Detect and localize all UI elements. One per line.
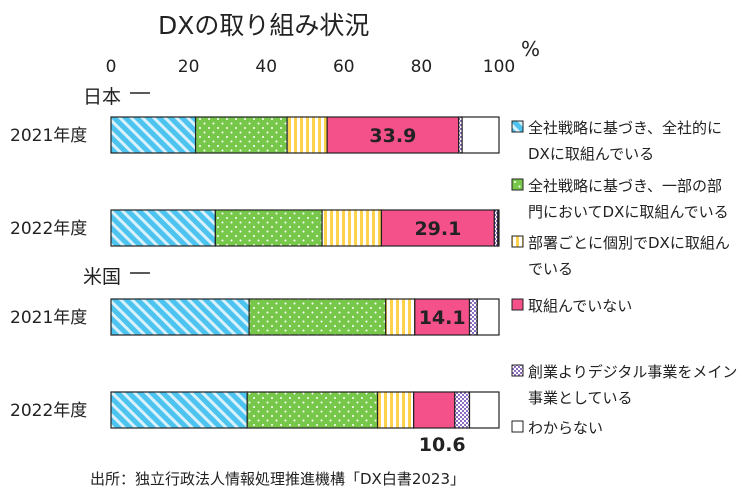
legend-swatch	[511, 178, 524, 191]
legend-label: わからない	[528, 419, 603, 437]
legend-swatch	[511, 420, 524, 433]
bar-segment	[461, 116, 500, 154]
legend-swatch	[511, 364, 524, 377]
bar-segment	[110, 298, 250, 336]
bar-segment	[248, 298, 387, 336]
bar-segment	[476, 298, 500, 336]
legend: 全社戦略に基づき、全社的に DXに取組んでいる全社戦略に基づき、一部の部門において…	[511, 119, 737, 437]
x-tick-label: 60	[333, 57, 355, 77]
legend-label: 取組んでいない	[528, 297, 632, 315]
data-label: 10.6	[419, 434, 466, 456]
legend-label: 全社戦略に基づき、全社的に	[528, 119, 722, 137]
bars: 33.9 29.1 14.1 10.6	[110, 116, 500, 456]
bar-segment	[454, 391, 471, 429]
x-tick-label: 0	[106, 57, 117, 77]
source-note: 出所：独立行政法人情報処理推進機構「DX白書2023」	[90, 470, 465, 488]
bar-segment	[376, 391, 415, 429]
data-label: 14.1	[419, 307, 466, 329]
bar-segment	[468, 298, 478, 336]
legend-label: 創業よりデジタル事業をメイン	[528, 363, 737, 381]
legend-label: でいる	[528, 260, 573, 278]
bar-segment	[321, 209, 383, 247]
x-tick-label: 80	[411, 57, 433, 77]
category-label: 2021年度	[10, 126, 87, 146]
legend-label: 事業としている	[528, 389, 633, 407]
legend-swatch	[511, 298, 524, 311]
bar-segment	[246, 391, 379, 429]
x-tick-label: 20	[178, 57, 200, 77]
category-label: 2021年度	[10, 308, 87, 328]
bar-segment	[286, 116, 328, 154]
x-axis-ticks: 0 20 40 60 80 100	[106, 57, 516, 77]
legend-label: 部署ごとに個別でDXに取組ん	[528, 234, 730, 252]
bar-segment	[194, 116, 288, 154]
group-label: 日本	[83, 86, 121, 108]
data-label: 29.1	[414, 218, 461, 240]
x-tick-label: 40	[255, 57, 277, 77]
legend-label: 全社戦略に基づき、一部の部	[528, 177, 722, 195]
category-label: 2022年度	[10, 401, 87, 421]
unit-label: %	[521, 37, 540, 61]
chart-title: DXの取り組み状況	[158, 11, 369, 40]
bar-segment	[380, 209, 495, 247]
bar-segment	[214, 209, 323, 247]
legend-label: DXに取組んでいる	[528, 145, 654, 163]
legend-label: 門においてDXに取組んでいる	[528, 203, 729, 221]
bar-segment	[110, 209, 216, 247]
data-label: 33.9	[369, 125, 416, 147]
bar-segment	[385, 298, 416, 336]
bar-segment	[497, 209, 500, 247]
group-label: 米国	[83, 266, 121, 288]
bar-segment	[110, 391, 248, 429]
category-labels: 2021年度 2022年度 2021年度 2022年度	[10, 126, 87, 421]
legend-swatch	[511, 235, 524, 248]
bar-segment	[110, 116, 197, 154]
bar-segment	[413, 391, 456, 429]
bar-segment	[326, 116, 460, 154]
legend-swatch	[511, 120, 524, 133]
category-label: 2022年度	[10, 219, 87, 239]
bar-segment	[468, 391, 500, 429]
x-tick-label: 100	[483, 57, 515, 77]
